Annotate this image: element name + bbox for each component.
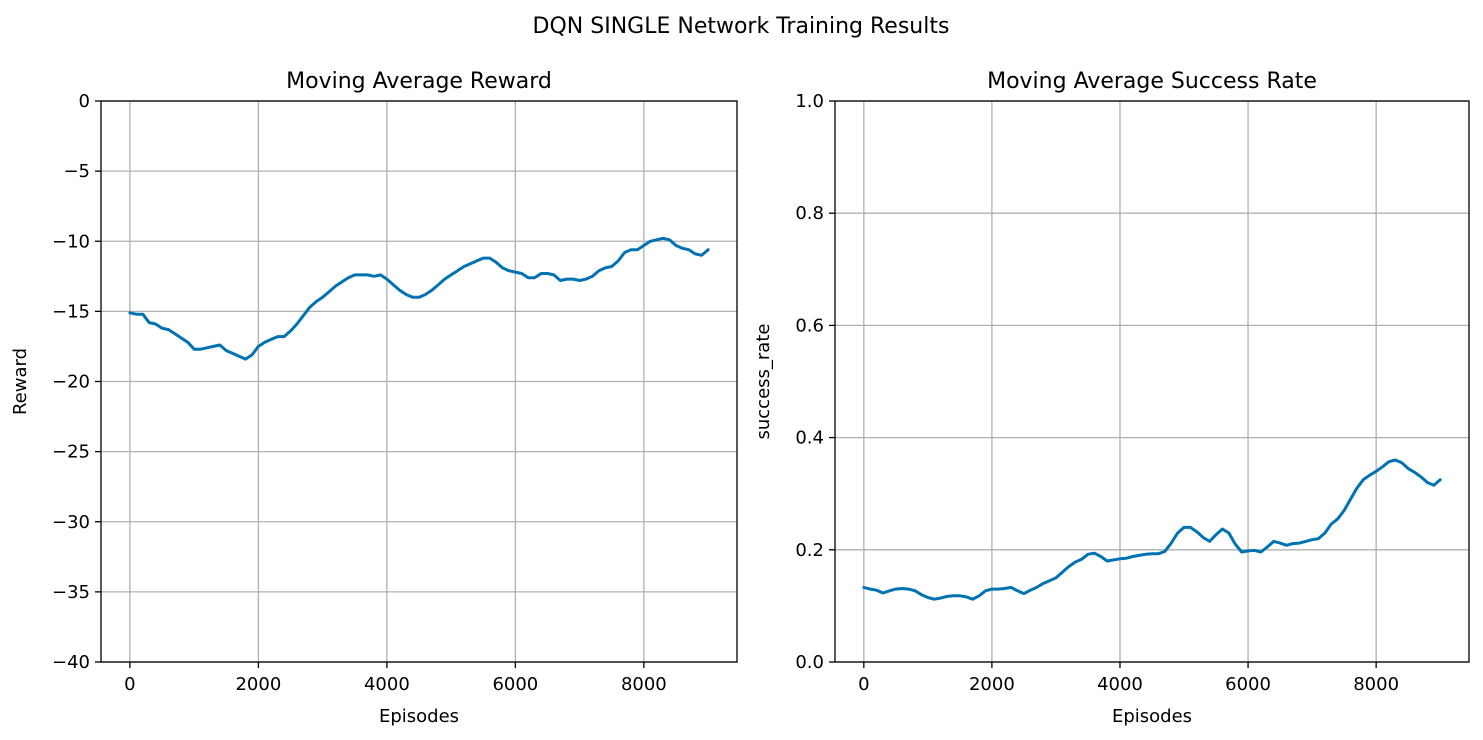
reward-series-line (128, 236, 710, 361)
success-rate-y-tick-label: 0.0 (795, 652, 824, 673)
reward-x-tick-label: 0 (124, 674, 135, 695)
reward-ticks: 0 2000 4000 6000 8000 0 −5 −10 −15 −20 −25 −30 −35 −4… (52, 91, 667, 695)
success-rate-x-tick-label: 0 (858, 674, 869, 695)
reward-y-tick-label: −15 (52, 301, 90, 322)
reward-y-tick-label: −25 (52, 442, 90, 463)
success-rate-y-tick-label: 0.8 (795, 203, 824, 224)
success-rate-axes-frame (834, 100, 1470, 663)
reward-x-tick-label: 2000 (235, 674, 281, 695)
success-rate-ticks: 0 2000 4000 6000 8000 0.0 0.2 0.4 0.6 0.8 1.0 (795, 91, 1399, 695)
success-rate-series-line (862, 458, 1442, 601)
success-rate-y-tick-label: 1.0 (795, 91, 824, 112)
reward-y-tick-label: −20 (52, 372, 90, 393)
reward-x-tick-label: 4000 (364, 674, 410, 695)
reward-y-tick-label: −30 (52, 512, 90, 533)
reward-y-tick-label: −40 (52, 652, 90, 673)
success-rate-x-tick-label: 6000 (1225, 674, 1271, 695)
reward-y-tick-label: −10 (52, 231, 90, 252)
reward-x-tick-label: 6000 (492, 674, 538, 695)
success-rate-x-tick-label: 4000 (1097, 674, 1143, 695)
reward-chart-title: Moving Average Reward (286, 69, 552, 94)
success-rate-chart-title: Moving Average Success Rate (987, 69, 1317, 94)
success-rate-y-axis-label: success_rate (753, 324, 774, 440)
reward-y-tick-label: −35 (52, 582, 90, 603)
success-rate-x-tick-label: 8000 (1353, 674, 1399, 695)
success-rate-x-axis-label: Episodes (1112, 706, 1192, 727)
reward-subplot: 0 2000 4000 6000 8000 0 −5 −10 −15 −20 −25 −30 −35 −4… (10, 69, 738, 727)
reward-x-tick-label: 8000 (621, 674, 667, 695)
success-rate-y-tick-label: 0.6 (795, 315, 824, 336)
success-rate-y-tick-label: 0.2 (795, 540, 824, 561)
success-rate-y-tick-label: 0.4 (795, 428, 824, 449)
success-rate-subplot: 0 2000 4000 6000 8000 0.0 0.2 0.4 0.6 0.8 1.0 Movi… (753, 69, 1470, 727)
success-rate-x-tick-label: 2000 (969, 674, 1015, 695)
reward-y-tick-label: 0 (79, 91, 90, 112)
figure-suptitle: DQN SINGLE Network Training Results (533, 14, 950, 39)
reward-y-tick-label: −5 (63, 161, 90, 182)
reward-y-axis-label: Reward (10, 348, 31, 415)
reward-x-axis-label: Episodes (379, 706, 459, 727)
